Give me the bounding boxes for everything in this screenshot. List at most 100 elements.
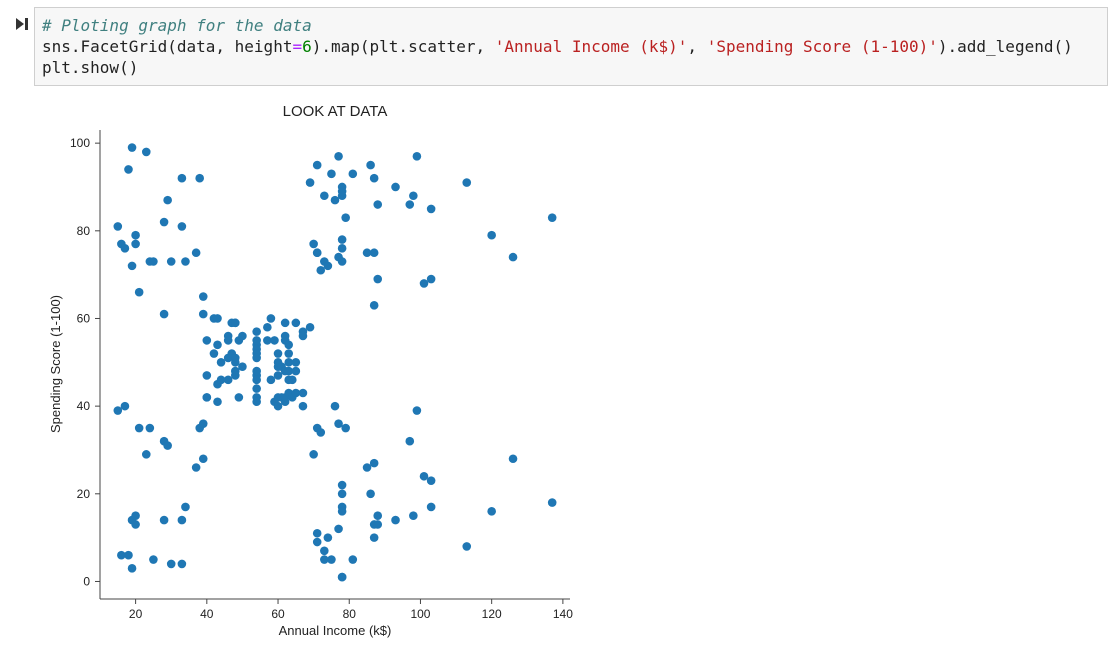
scatter-point xyxy=(287,375,297,385)
scatter-point xyxy=(298,388,308,398)
scatter-point xyxy=(223,375,233,385)
y-tick-label: 80 xyxy=(77,224,91,238)
scatter-point xyxy=(141,450,151,459)
scatter-point xyxy=(166,257,176,266)
code-comma: , xyxy=(687,37,707,56)
scatter-point xyxy=(369,301,379,310)
scatter-point xyxy=(266,314,276,323)
scatter-point xyxy=(547,213,557,222)
scatter-point xyxy=(216,375,226,385)
scatter-point xyxy=(252,327,261,336)
scatter-point xyxy=(145,423,155,433)
scatter-point xyxy=(305,322,315,332)
scatter-point xyxy=(320,546,329,556)
scatter-point xyxy=(487,507,496,516)
scatter-point xyxy=(117,550,126,560)
scatter-point xyxy=(337,572,347,582)
scatter-point xyxy=(337,480,347,490)
x-tick-label: 40 xyxy=(200,607,214,621)
scatter-point xyxy=(330,195,340,205)
scatter-point xyxy=(166,559,176,569)
scatter-point xyxy=(273,371,283,380)
scatter-point xyxy=(273,349,283,358)
scatter-point xyxy=(327,555,336,564)
scatter-point xyxy=(508,454,518,464)
y-tick-label: 60 xyxy=(77,311,91,325)
scatter-point xyxy=(284,358,294,367)
code-line-show: plt.show() xyxy=(42,58,139,77)
scatter-point xyxy=(419,471,429,481)
scatter-point xyxy=(223,336,233,345)
scatter-point xyxy=(366,160,375,170)
scatter-point xyxy=(327,169,336,179)
scatter-point xyxy=(334,419,343,428)
scatter-point xyxy=(113,222,123,231)
scatter-point xyxy=(362,248,372,258)
scatter-point xyxy=(131,511,140,521)
scatter-point xyxy=(369,173,379,183)
scatter-point xyxy=(316,428,326,437)
scatter-point xyxy=(426,502,436,512)
scatter-point xyxy=(508,252,518,262)
code-number: 6 xyxy=(302,37,312,56)
scatter-point xyxy=(298,331,308,341)
scatter-point xyxy=(231,371,240,380)
scatter-point xyxy=(323,533,333,542)
scatter-point xyxy=(177,173,187,183)
scatter-point xyxy=(134,287,144,297)
scatter-point xyxy=(163,195,172,205)
scatter-point xyxy=(334,524,343,534)
scatter-point xyxy=(334,151,343,161)
scatter-point xyxy=(312,528,322,538)
code-call-mid: ).map(plt.scatter, xyxy=(311,37,495,56)
scatter-point xyxy=(412,151,422,161)
code-cell[interactable]: # Ploting graph for the data sns.FacetGr… xyxy=(34,7,1108,86)
data-points xyxy=(113,143,557,582)
scatter-point xyxy=(412,406,422,415)
scatter-point xyxy=(284,340,294,350)
y-axis-label: Spending Score (1-100) xyxy=(48,295,63,433)
scatter-point xyxy=(252,384,261,393)
x-tick-label: 80 xyxy=(343,607,357,621)
scatter-point xyxy=(337,257,347,266)
scatter-point xyxy=(195,173,204,183)
scatter-point xyxy=(337,489,347,499)
scatter-point xyxy=(159,515,169,525)
scatter-point xyxy=(131,520,140,529)
scatter-point xyxy=(291,366,301,376)
scatter-point xyxy=(462,178,472,187)
scatter-point xyxy=(149,555,158,564)
scatter-point xyxy=(134,423,144,433)
scatter-point xyxy=(373,274,383,284)
run-cell-icon[interactable] xyxy=(15,17,29,31)
scatter-point xyxy=(373,511,383,521)
scatter-point xyxy=(231,358,240,367)
scatter-point xyxy=(405,200,415,209)
scatter-point xyxy=(316,265,326,275)
scatter-point xyxy=(163,441,172,450)
scatter-point xyxy=(191,463,201,472)
scatter-point xyxy=(348,169,358,179)
scatter-point xyxy=(337,507,347,516)
scatter-point xyxy=(309,450,318,459)
scatter-point xyxy=(369,458,379,468)
x-tick-label: 140 xyxy=(553,607,573,621)
scatter-point xyxy=(213,314,222,323)
scatter-point xyxy=(312,248,322,258)
scatter-point xyxy=(462,542,472,551)
scatter-point xyxy=(127,261,137,271)
code-string-x: 'Annual Income (k$)' xyxy=(494,37,688,56)
scatter-point xyxy=(198,292,208,301)
scatter-point xyxy=(273,401,283,411)
y-axis: 0 20 40 60 80 100 xyxy=(70,136,100,588)
x-tick-label: 120 xyxy=(482,607,502,621)
scatter-point xyxy=(198,309,208,319)
scatter-point xyxy=(209,349,219,358)
scatter-point xyxy=(270,336,279,345)
y-tick-label: 20 xyxy=(77,487,91,501)
scatter-point xyxy=(238,331,247,341)
scatter-point xyxy=(198,454,208,464)
code-string-y: 'Spending Score (1-100)' xyxy=(706,37,938,56)
scatter-point xyxy=(280,331,290,341)
x-tick-label: 100 xyxy=(410,607,430,621)
